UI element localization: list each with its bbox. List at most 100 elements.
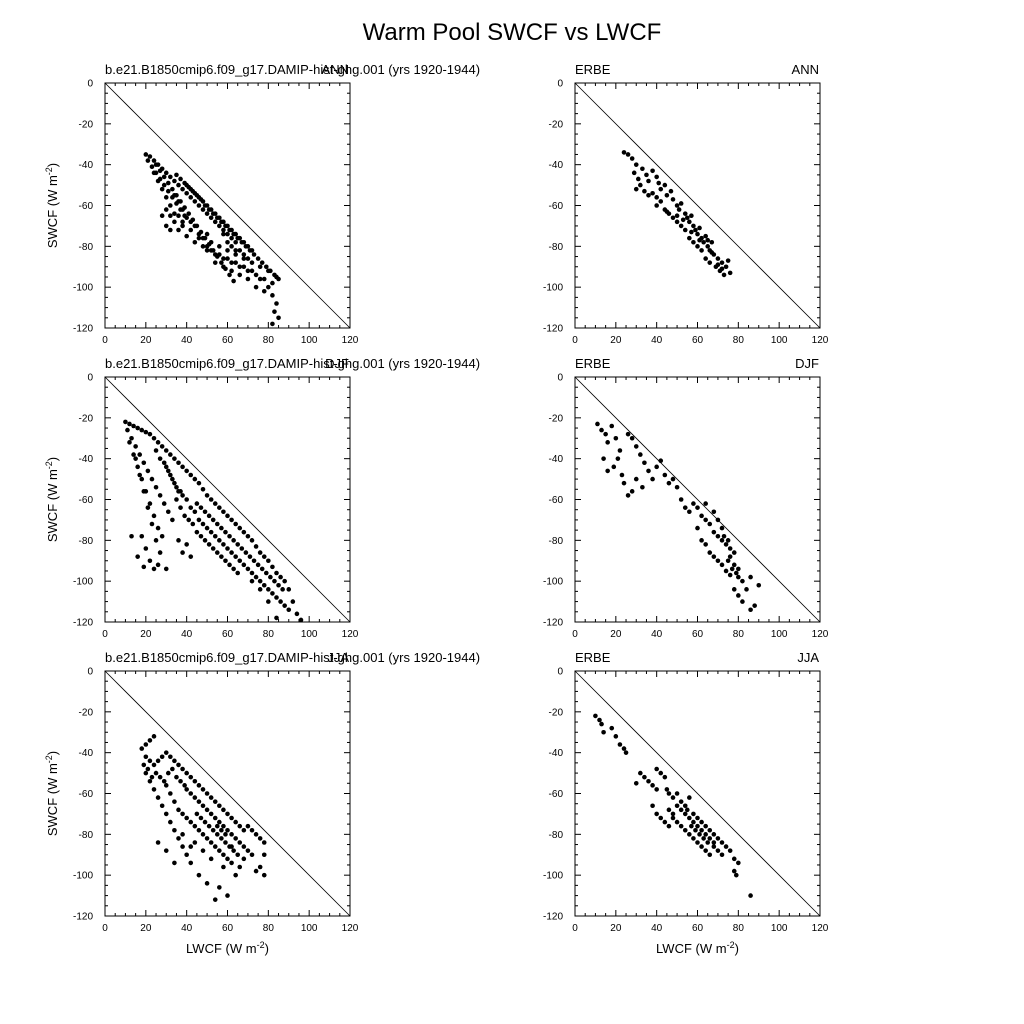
data-point [186, 184, 192, 190]
data-point [241, 256, 247, 261]
data-point [255, 562, 261, 568]
data-point [190, 521, 196, 527]
data-point [646, 468, 651, 474]
data-point [274, 570, 279, 576]
data-point [180, 811, 185, 817]
data-point [687, 509, 692, 515]
x-tick-label: 0 [572, 923, 578, 934]
data-point [212, 897, 218, 902]
data-point [241, 844, 247, 849]
data-point [192, 795, 198, 800]
data-point [674, 803, 680, 809]
data-point [184, 190, 189, 196]
data-point [208, 529, 214, 535]
x-tick-label: 60 [222, 923, 234, 934]
scatter-points [143, 152, 281, 327]
panel-season-label: DJF [325, 356, 349, 371]
data-point [235, 570, 241, 576]
data-point [274, 595, 279, 600]
data-point [251, 252, 257, 257]
data-point [196, 480, 202, 486]
data-point [157, 168, 163, 174]
data-point [731, 868, 737, 874]
data-point [697, 832, 702, 837]
data-point [687, 235, 692, 241]
data-point [217, 223, 222, 229]
data-point [687, 219, 692, 225]
data-point [178, 199, 183, 204]
data-point [221, 807, 226, 813]
reference-line [574, 82, 821, 329]
data-point [701, 836, 706, 841]
data-point [715, 836, 721, 841]
data-point [178, 778, 183, 784]
y-axis-title-text: SWCF (W m [45, 175, 60, 248]
data-point [172, 480, 177, 486]
data-point [196, 203, 202, 208]
data-point [638, 182, 643, 188]
data-point [286, 587, 292, 592]
data-point [188, 505, 194, 510]
y-axis-title-close: ) [45, 163, 60, 167]
data-point [172, 827, 177, 833]
data-point [705, 840, 711, 845]
data-point [245, 276, 251, 282]
data-point [705, 244, 711, 249]
data-point [182, 180, 187, 186]
y-tick-label: -80 [79, 536, 94, 547]
data-point [229, 815, 234, 821]
data-point [695, 840, 700, 845]
y-tick-label: -120 [73, 912, 93, 923]
data-point [633, 186, 639, 192]
data-point [151, 787, 157, 792]
data-point [125, 427, 130, 433]
data-point [133, 456, 138, 461]
data-point [155, 440, 161, 445]
data-point [212, 501, 218, 506]
data-point [231, 538, 236, 543]
data-point [159, 213, 165, 219]
data-point [206, 241, 212, 247]
data-point [674, 203, 680, 208]
data-point [711, 844, 717, 849]
data-point [165, 770, 171, 776]
data-point [188, 195, 194, 200]
y-tick-label: -100 [73, 577, 93, 588]
data-point [241, 529, 247, 535]
data-point [233, 260, 238, 265]
data-point [172, 758, 177, 764]
data-point [198, 229, 204, 235]
data-point [257, 264, 263, 270]
data-point [214, 550, 220, 555]
panel-case-label: ERBE [575, 356, 611, 371]
data-point [723, 264, 729, 270]
data-point [719, 852, 725, 858]
data-point [697, 237, 702, 243]
data-point [155, 525, 161, 531]
data-point [257, 864, 263, 870]
y-tick-label: -80 [549, 830, 564, 841]
data-point [172, 456, 177, 461]
data-point [674, 219, 680, 225]
figure-title: Warm Pool SWCF vs LWCF [363, 19, 662, 46]
data-point [678, 799, 684, 804]
data-point [666, 823, 672, 829]
data-point [253, 832, 259, 837]
data-point [143, 770, 149, 776]
data-point [229, 268, 234, 274]
data-point [237, 264, 243, 270]
data-point [727, 546, 733, 551]
data-point [727, 848, 733, 853]
data-point [257, 836, 263, 841]
data-point [623, 750, 629, 755]
data-point [159, 754, 165, 760]
data-point [666, 480, 672, 486]
data-point [180, 550, 185, 555]
data-point [127, 440, 132, 445]
data-point [198, 815, 204, 821]
data-point [662, 819, 668, 825]
data-point [635, 176, 641, 182]
data-point [202, 235, 208, 241]
y-tick-label: 0 [557, 79, 563, 90]
